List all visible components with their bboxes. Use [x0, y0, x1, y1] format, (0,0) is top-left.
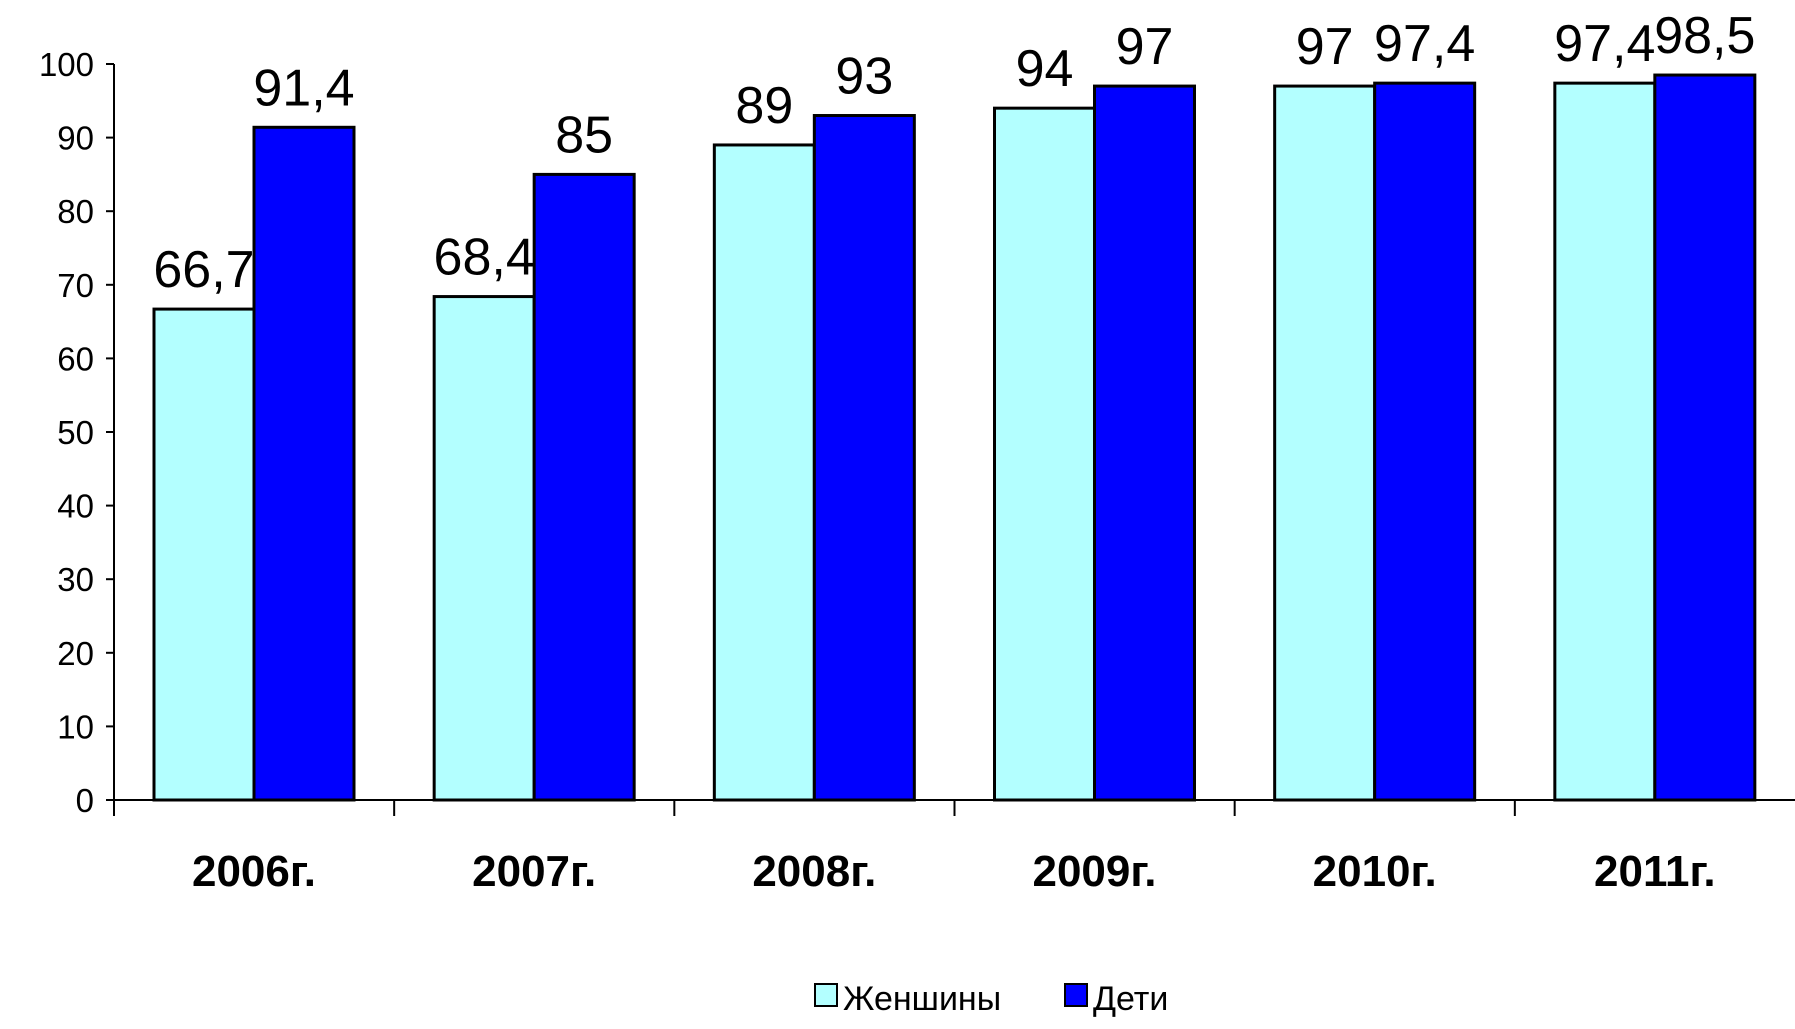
y-tick-label: 20: [57, 635, 94, 672]
x-ticks: [113, 800, 1516, 816]
legend-swatch-women: [814, 983, 838, 1007]
bar-women: [1553, 81, 1657, 802]
y-tick-label: 10: [57, 708, 94, 745]
data-label: 68,4: [434, 229, 535, 287]
data-label: 97,4: [1554, 15, 1655, 73]
bars: [152, 73, 1757, 802]
y-tick-label: 30: [57, 561, 94, 598]
data-label: 93: [835, 48, 893, 106]
x-tick-label: 2011г.: [1594, 847, 1716, 896]
y-tick-label: 60: [57, 340, 94, 377]
y-tick-label: 100: [39, 46, 94, 83]
y-tick-label: 90: [57, 120, 94, 157]
bar-children: [532, 172, 636, 802]
bar-women: [152, 307, 256, 802]
data-label: 85: [555, 106, 613, 164]
legend-label: Дети: [1093, 980, 1168, 1018]
bar-women: [432, 295, 536, 802]
legend: Женшины Дети: [814, 980, 1168, 1018]
data-label: 97: [1296, 18, 1354, 76]
bar-women: [993, 106, 1096, 802]
legend-swatch-children: [1064, 983, 1088, 1007]
y-tick-label: 70: [57, 267, 94, 304]
bar-children: [252, 125, 356, 802]
x-tick-label: 2006г.: [192, 847, 316, 896]
y-tick-label: 0: [76, 782, 94, 819]
data-label: 98,5: [1654, 7, 1755, 65]
bar-children: [812, 114, 916, 802]
data-label: 94: [1016, 40, 1074, 98]
bar-children: [1093, 84, 1196, 802]
bar-women: [712, 143, 816, 802]
y-ticks: 0 10 20 30 40 50 60 70 80 90 100: [39, 46, 114, 819]
x-tick-label: 2007г.: [472, 847, 596, 896]
data-label: 66,7: [153, 241, 254, 299]
bar-children: [1373, 81, 1477, 802]
bar-women: [1273, 84, 1377, 802]
x-axis: [113, 799, 1795, 816]
x-tick-label: 2010г.: [1313, 847, 1437, 896]
legend-label: Женшины: [843, 980, 1001, 1018]
y-tick-label: 40: [57, 488, 94, 525]
x-tick-label: 2009г.: [1032, 847, 1156, 896]
y-axis: 0 10 20 30 40 50 60 70 80 90 100: [39, 46, 115, 819]
category-labels: 2006г. 2007г. 2008г. 2009г. 2010г. 2011г.: [192, 847, 1716, 896]
data-label: 91,4: [253, 59, 354, 117]
data-label: 97: [1116, 18, 1174, 76]
y-tick-label: 80: [57, 193, 94, 230]
x-tick-label: 2008г.: [752, 847, 876, 896]
data-label: 89: [735, 77, 793, 135]
y-tick-label: 50: [57, 414, 94, 451]
bar-children: [1653, 73, 1757, 802]
data-label: 97,4: [1374, 15, 1475, 73]
